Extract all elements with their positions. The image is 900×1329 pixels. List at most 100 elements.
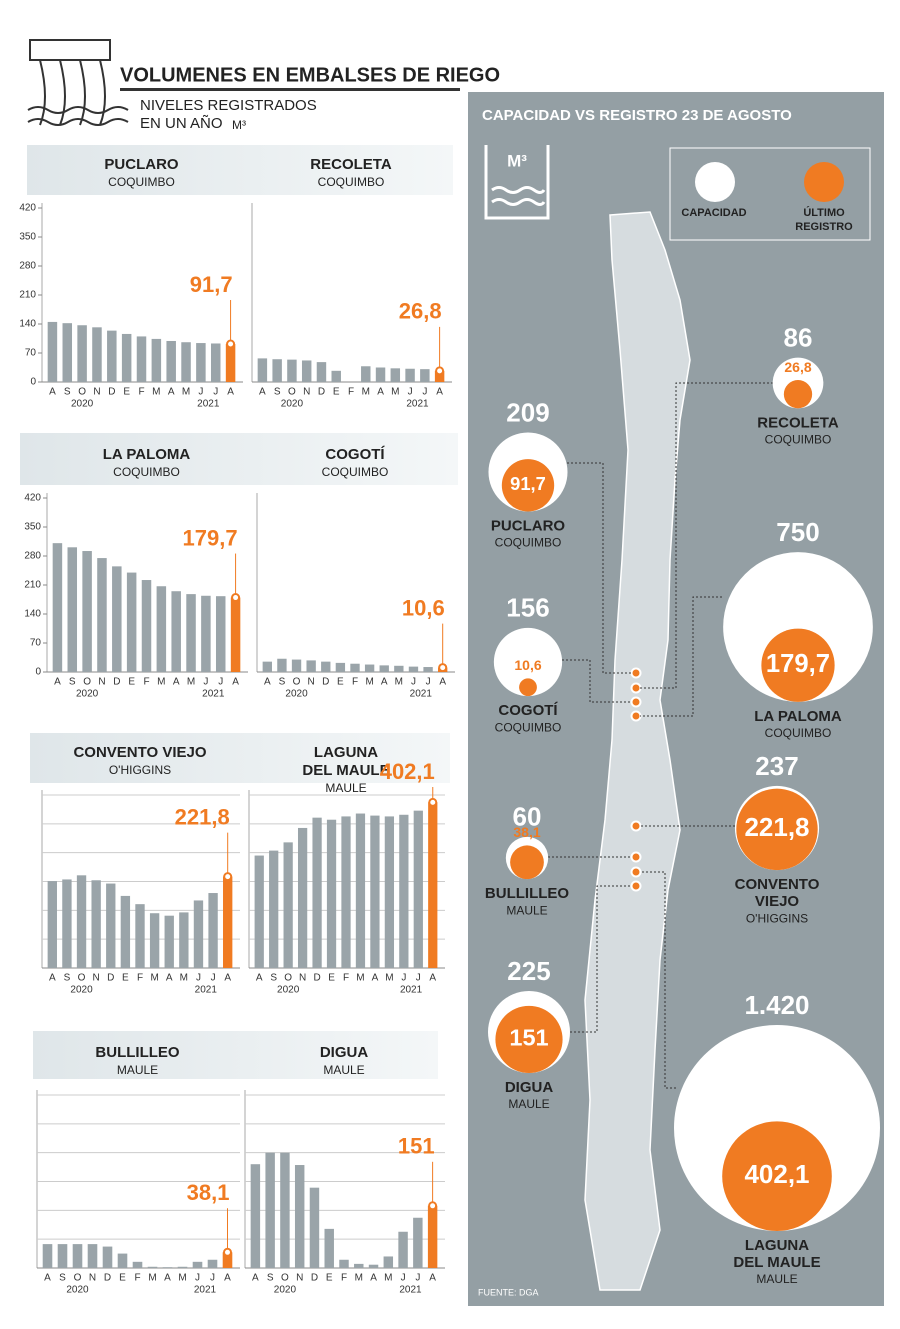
x-tick-label: O [74, 1273, 82, 1284]
bar [151, 338, 162, 382]
bar [341, 816, 351, 968]
x-tick-label: N [89, 1273, 96, 1284]
chile-map [584, 211, 691, 1291]
x-tick-label: D [313, 973, 320, 984]
record-label: 402,1 [744, 1159, 809, 1189]
y-tick-label: 70 [30, 638, 42, 649]
year-label: 2020 [274, 1285, 297, 1296]
bar-marker [428, 797, 438, 807]
x-tick-label: O [78, 973, 86, 984]
x-tick-label: A [54, 677, 61, 688]
bar [370, 815, 380, 968]
year-label: 2021 [202, 689, 225, 700]
x-tick-label: D [104, 1273, 111, 1284]
chart-title: LA PALOMA [103, 446, 191, 463]
bar [434, 370, 445, 382]
bar [254, 855, 264, 968]
bar [394, 665, 404, 672]
x-tick-label: A [49, 387, 56, 398]
x-tick-label: A [429, 973, 436, 984]
bar [193, 900, 204, 968]
value-label: 38,1 [187, 1180, 230, 1205]
bar [291, 659, 302, 672]
bar [331, 370, 341, 382]
year-label: 2020 [66, 1285, 89, 1296]
map-dot [630, 696, 642, 708]
bar [42, 1244, 53, 1268]
bar [192, 1261, 203, 1268]
bar [257, 358, 268, 382]
bar-marker [428, 1201, 438, 1211]
bubble-region: COQUIMBO [765, 433, 832, 447]
bar [223, 876, 233, 968]
x-tick-label: E [326, 1273, 333, 1284]
capacity-label: 156 [506, 593, 549, 623]
year-label: 2020 [71, 399, 94, 410]
bar [312, 817, 322, 968]
bar [316, 362, 327, 382]
bar [149, 913, 160, 968]
map-unit: M³ [507, 151, 527, 170]
x-tick-label: F [343, 973, 349, 984]
chart-title: CONVENTO VIEJO [73, 744, 206, 761]
bubble-region: COQUIMBO [765, 726, 832, 740]
bar [413, 1217, 423, 1268]
x-tick-label: F [341, 1273, 347, 1284]
x-tick-label: D [108, 387, 115, 398]
x-tick-label: N [93, 387, 100, 398]
record-label: 26,8 [784, 359, 811, 375]
x-tick-label: O [284, 973, 292, 984]
x-tick-label: A [381, 677, 388, 688]
bar [117, 1253, 128, 1268]
x-tick-label: M [148, 1273, 156, 1284]
y-tick-label: 140 [19, 319, 36, 330]
x-tick-label: D [311, 1273, 318, 1284]
x-tick-label: J [218, 677, 223, 688]
y-tick-label: 210 [24, 580, 41, 591]
x-tick-label: J [211, 973, 216, 984]
connector [562, 659, 632, 703]
x-tick-label: M [391, 387, 399, 398]
bar-marker [226, 339, 236, 349]
x-tick-label: S [274, 387, 281, 398]
bar [309, 1187, 320, 1268]
x-tick-label: J [401, 1273, 406, 1284]
year-label: 2020 [277, 985, 300, 996]
bar [326, 819, 337, 968]
bar [132, 1261, 143, 1268]
bar-marker [223, 872, 233, 882]
x-tick-label: J [416, 973, 421, 984]
bar [280, 1152, 290, 1268]
capacity-label: 750 [776, 517, 819, 547]
x-tick-label: J [210, 1273, 215, 1284]
value-label: 91,7 [190, 272, 233, 297]
bar [384, 816, 395, 968]
x-tick-label: E [328, 973, 335, 984]
bar [405, 368, 415, 382]
bar [408, 666, 419, 672]
x-tick-label: E [122, 973, 129, 984]
bar [126, 572, 137, 672]
bar [47, 881, 57, 968]
year-label: 2021 [406, 399, 429, 410]
bar [399, 814, 409, 968]
bar [265, 1152, 275, 1268]
x-tick-label: D [318, 387, 325, 398]
bar [102, 1246, 113, 1268]
bar [287, 359, 297, 382]
x-tick-label: E [337, 677, 344, 688]
chart-subtitle: MAULE [325, 781, 366, 795]
bar [269, 850, 279, 968]
bar [361, 366, 371, 382]
bar [272, 359, 282, 382]
year-label: 2020 [285, 689, 308, 700]
capacity-label: 237 [755, 751, 798, 781]
bar [250, 1164, 261, 1268]
x-tick-label: J [422, 387, 427, 398]
bar [324, 1228, 334, 1268]
connector [640, 382, 773, 689]
chart-title: BULLILLEO [95, 1044, 179, 1061]
bar [171, 591, 181, 672]
capacity-bubble [723, 552, 873, 702]
